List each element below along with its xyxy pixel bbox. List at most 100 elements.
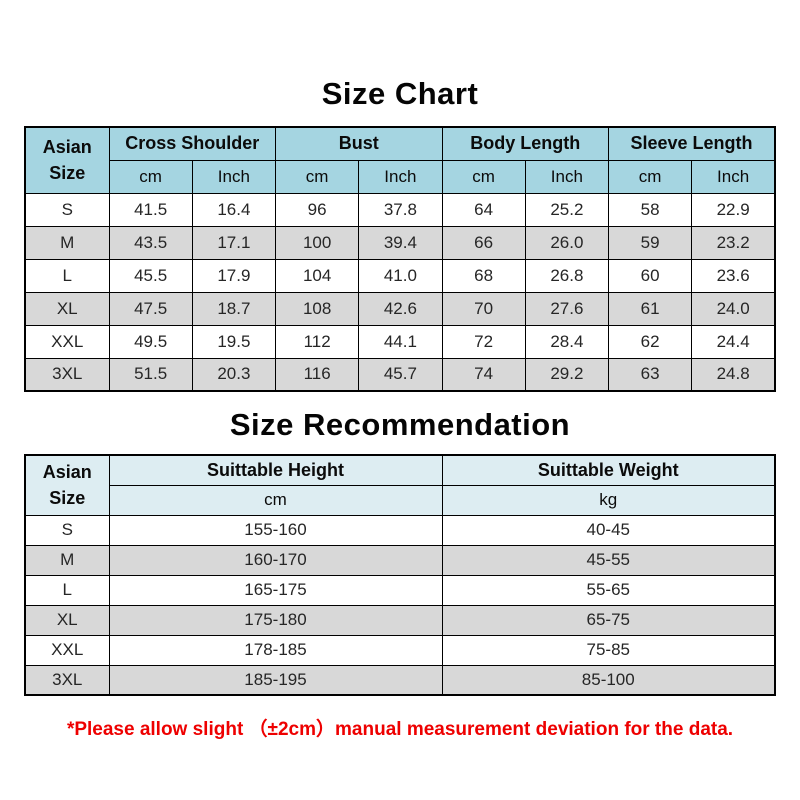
asian-size-header: Asian Size [24,454,110,516]
value-cell: 108 [274,291,360,326]
value-cell: 42.6 [358,291,443,326]
unit-cm-header: cm [274,159,360,194]
size-cell: S [24,192,110,227]
value-cell: 155-160 [108,514,443,546]
value-cell: 27.6 [524,291,610,326]
value-cell: 28.4 [524,324,610,359]
table-row: S 155-160 40-45 [24,514,776,546]
asian-size-header: Asian Size [24,126,110,194]
value-cell: 60 [607,258,693,293]
value-cell: 24.4 [691,324,776,359]
size-cell: 3XL [24,357,110,392]
table-row: M 43.5 17.1 100 39.4 66 26.0 59 23.2 [24,225,776,260]
unit-cm-header: cm [108,484,443,516]
size-cell: XL [24,291,110,326]
value-cell: 45.7 [358,357,443,392]
value-cell: 160-170 [108,544,443,576]
size-chart-title: Size Chart [321,76,479,111]
unit-inch-header: Inch [691,159,776,194]
table-row: 3XL 185-195 85-100 [24,664,776,696]
value-cell: 29.2 [524,357,610,392]
value-cell: 72 [441,324,526,359]
size-cell: XXL [24,324,110,359]
col-suittable-height: Suittable Height [108,454,443,486]
size-cell: L [24,574,110,606]
value-cell: 59 [607,225,693,260]
value-cell: 58 [607,192,693,227]
value-cell: 75-85 [441,634,776,666]
col-suittable-weight: Suittable Weight [441,454,776,486]
value-cell: 178-185 [108,634,443,666]
table-row: XXL 49.5 19.5 112 44.1 72 28.4 62 24.4 [24,324,776,359]
value-cell: 165-175 [108,574,443,606]
value-cell: 20.3 [191,357,277,392]
table-row: L 165-175 55-65 [24,574,776,606]
value-cell: 96 [274,192,360,227]
col-group-bust: Bust [275,126,443,161]
value-cell: 45.5 [108,258,193,293]
value-cell: 25.2 [524,192,610,227]
value-cell: 18.7 [191,291,277,326]
value-cell: 17.9 [191,258,277,293]
table-row: XL 175-180 65-75 [24,604,776,636]
value-cell: 66 [441,225,526,260]
value-cell: 74 [441,357,526,392]
size-cell: S [24,514,110,546]
group-header-row: Asian Size Suittable Height Suittable We… [24,454,776,516]
table-row: M 160-170 45-55 [24,544,776,576]
value-cell: 47.5 [108,291,193,326]
value-cell: 24.8 [691,357,776,392]
unit-inch-header: Inch [358,159,443,194]
value-cell: 185-195 [108,664,443,696]
group-header-row: Asian Size Cross Shoulder Bust Body Leng… [24,126,776,194]
value-cell: 37.8 [358,192,443,227]
unit-inch-header: Inch [191,159,277,194]
size-cell: M [24,225,110,260]
value-cell: 175-180 [108,604,443,636]
size-cell: 3XL [24,664,110,696]
value-cell: 40-45 [441,514,776,546]
unit-cm-header: cm [607,159,693,194]
col-group-sleeve-length: Sleeve Length [608,126,776,161]
table-row: 3XL 51.5 20.3 116 45.7 74 29.2 63 24.8 [24,357,776,392]
table-row: XXL 178-185 75-85 [24,634,776,666]
unit-header-row: cm kg [25,484,776,516]
value-cell: 23.6 [691,258,776,293]
value-cell: 61 [607,291,693,326]
measurement-deviation-note: *Please allow slight （±2cm）manual measur… [66,719,734,740]
value-cell: 104 [274,258,360,293]
unit-inch-header: Inch [524,159,610,194]
value-cell: 19.5 [191,324,277,359]
value-cell: 65-75 [441,604,776,636]
value-cell: 112 [274,324,360,359]
value-cell: 100 [274,225,360,260]
value-cell: 41.0 [358,258,443,293]
value-cell: 68 [441,258,526,293]
size-recommendation-title: Size Recommendation [229,407,571,442]
value-cell: 70 [441,291,526,326]
value-cell: 51.5 [108,357,193,392]
size-cell: XL [24,604,110,636]
value-cell: 26.0 [524,225,610,260]
col-group-cross-shoulder: Cross Shoulder [108,126,276,161]
value-cell: 22.9 [691,192,776,227]
value-cell: 62 [607,324,693,359]
unit-cm-header: cm [441,159,526,194]
table-row: XL 47.5 18.7 108 42.6 70 27.6 61 24.0 [24,291,776,326]
value-cell: 39.4 [358,225,443,260]
value-cell: 64 [441,192,526,227]
unit-kg-header: kg [441,484,776,516]
value-cell: 116 [274,357,360,392]
unit-cm-header: cm [108,159,193,194]
unit-header-row: cm Inch cm Inch cm Inch cm Inch [25,159,776,194]
size-cell: M [24,544,110,576]
size-cell: XXL [24,634,110,666]
size-cell: L [24,258,110,293]
value-cell: 26.8 [524,258,610,293]
table-row: L 45.5 17.9 104 41.0 68 26.8 60 23.6 [24,258,776,293]
col-group-body-length: Body Length [441,126,609,161]
value-cell: 17.1 [191,225,277,260]
value-cell: 63 [607,357,693,392]
value-cell: 49.5 [108,324,193,359]
